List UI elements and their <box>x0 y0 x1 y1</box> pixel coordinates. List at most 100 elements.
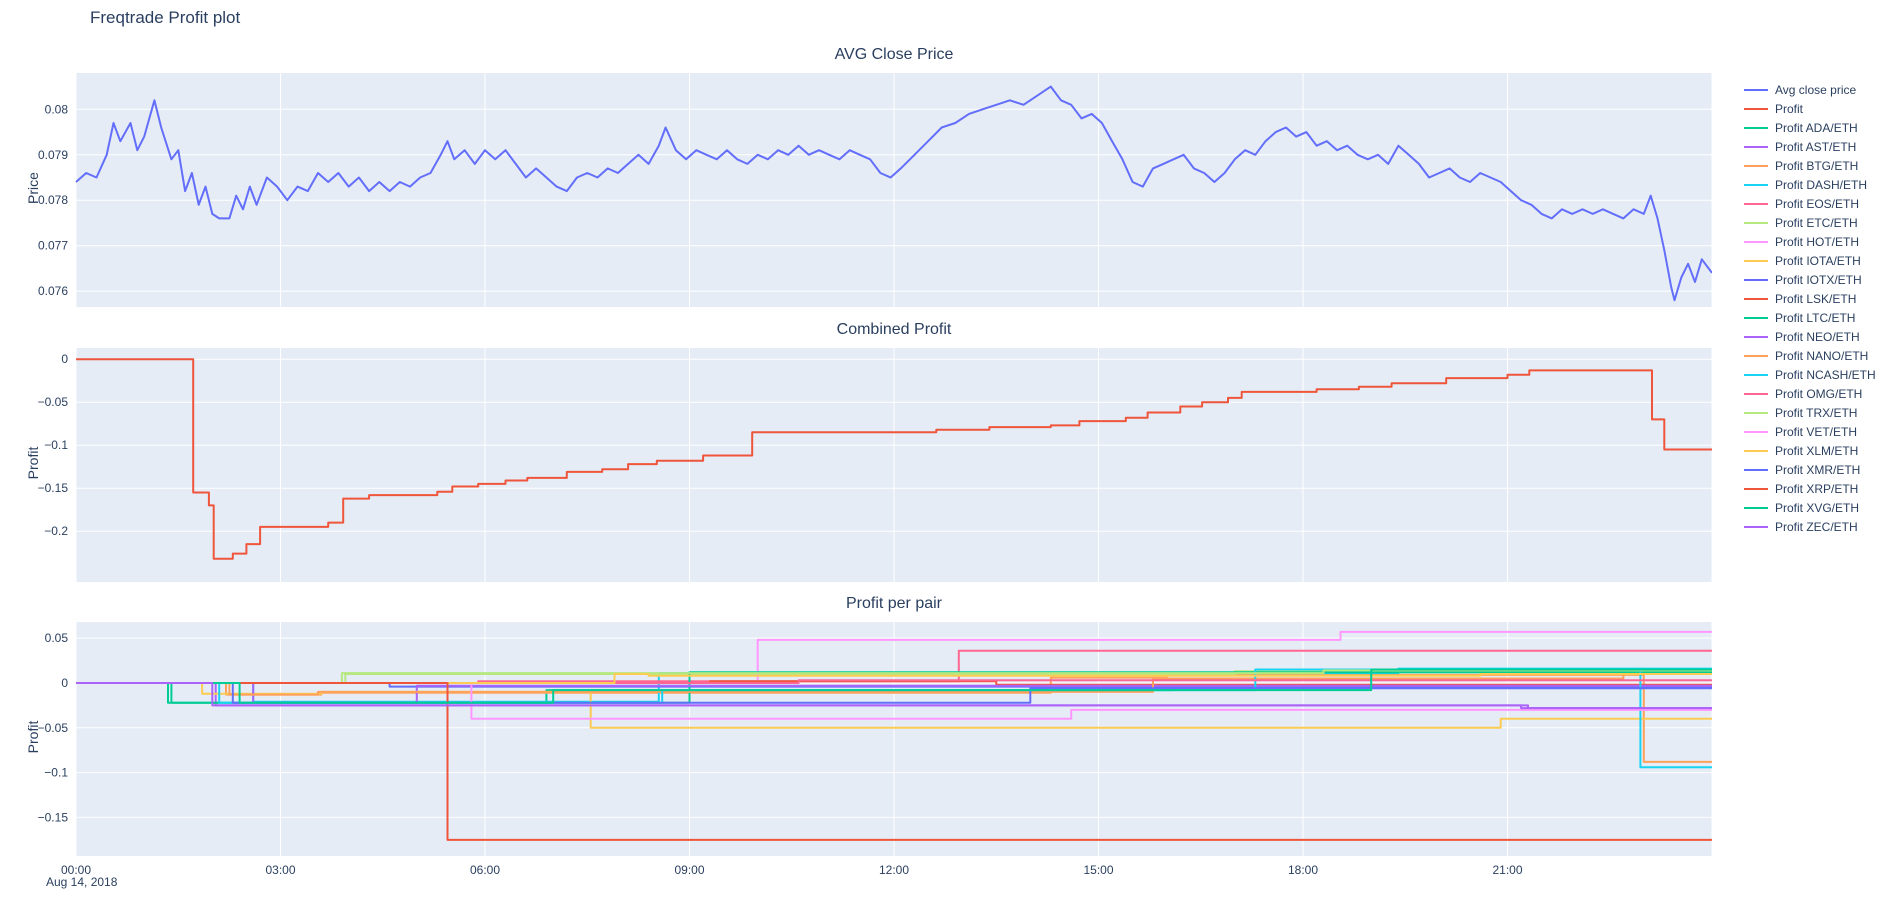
legend-item-label: Profit LSK/ETH <box>1775 291 1857 306</box>
series-profit-xlm-eth <box>76 673 1712 684</box>
legend-swatch-line <box>1744 126 1768 129</box>
legend-swatch-line <box>1744 240 1768 243</box>
x-tick-label: 15:00 <box>1083 863 1113 877</box>
legend-item[interactable]: Profit XMR/ETH <box>1744 460 1876 479</box>
legend-item-label: Profit XMR/ETH <box>1775 462 1861 477</box>
legend-swatch-line <box>1744 411 1768 414</box>
legend-item[interactable]: Profit <box>1744 99 1876 118</box>
legend-item-label: Profit IOTA/ETH <box>1775 253 1861 268</box>
legend-item[interactable]: Profit NEO/ETH <box>1744 327 1876 346</box>
legend-item[interactable]: Profit XVG/ETH <box>1744 498 1876 517</box>
legend-item[interactable]: Profit NANO/ETH <box>1744 346 1876 365</box>
legend-item[interactable]: Profit BTG/ETH <box>1744 156 1876 175</box>
legend: Avg close price Profit Profit ADA/ETH Profi… <box>1744 80 1876 536</box>
legend-item-label: Profit NEO/ETH <box>1775 329 1860 344</box>
legend-swatch-line <box>1744 354 1768 357</box>
legend-item[interactable]: Profit IOTA/ETH <box>1744 251 1876 270</box>
legend-swatch-line <box>1744 183 1768 186</box>
legend-item-label: Profit XVG/ETH <box>1775 500 1860 515</box>
plot-area-combined-profit[interactable]: 0 −0.05 −0.1 −0.15 −0.2 <box>0 348 1712 582</box>
subplot-title-profit-per-pair: Profit per pair <box>845 595 943 612</box>
plot-area-profit-per-pair[interactable]: 0.05 0 −0.05 −0.1 −0.15 00:00 03:00 06:00 09:00 1… <box>0 622 1712 892</box>
legend-item[interactable]: Profit DASH/ETH <box>1744 175 1876 194</box>
legend-item[interactable]: Avg close price <box>1744 80 1876 99</box>
y-tick-label: −0.05 <box>38 721 69 735</box>
series-profit-xrp-eth <box>76 682 1712 841</box>
series-profit-nano-eth <box>76 673 1712 696</box>
legend-swatch-line <box>1744 145 1768 148</box>
legend-item[interactable]: Profit HOT/ETH <box>1744 232 1876 251</box>
legend-item-label: Profit LTC/ETH <box>1775 310 1856 325</box>
legend-swatch-line <box>1744 316 1768 319</box>
legend-item[interactable]: Profit ADA/ETH <box>1744 118 1876 137</box>
legend-item-label: Profit ZEC/ETH <box>1775 519 1858 534</box>
legend-swatch-line <box>1744 487 1768 490</box>
legend-item-label: Profit XRP/ETH <box>1775 481 1859 496</box>
y-tick-label: 0.08 <box>45 102 69 116</box>
legend-swatch-line <box>1744 278 1768 281</box>
legend-item-label: Profit EOS/ETH <box>1775 196 1860 211</box>
legend-swatch-line <box>1744 88 1768 91</box>
x-tick-label: 09:00 <box>674 863 704 877</box>
legend-item[interactable]: Profit XLM/ETH <box>1744 441 1876 460</box>
legend-item[interactable]: Profit TRX/ETH <box>1744 403 1876 422</box>
legend-item[interactable]: Profit IOTX/ETH <box>1744 270 1876 289</box>
legend-item[interactable]: Profit VET/ETH <box>1744 422 1876 441</box>
legend-item-label: Profit <box>1775 101 1804 116</box>
legend-item-label: Avg close price <box>1775 82 1857 97</box>
legend-item[interactable]: Profit OMG/ETH <box>1744 384 1876 403</box>
x-axis-date-annotation: Aug 14, 2018 <box>46 875 118 889</box>
legend-item-label: Profit DASH/ETH <box>1775 177 1868 192</box>
legend-item[interactable]: Profit NCASH/ETH <box>1744 365 1876 384</box>
legend-item-label: Profit NANO/ETH <box>1775 348 1869 363</box>
legend-item-label: Profit OMG/ETH <box>1775 386 1863 401</box>
y-tick-label: −0.15 <box>38 481 69 495</box>
legend-swatch-line <box>1744 221 1768 224</box>
legend-item[interactable]: Profit LTC/ETH <box>1744 308 1876 327</box>
legend-item[interactable]: Profit ETC/ETH <box>1744 213 1876 232</box>
legend-item-label: Profit IOTX/ETH <box>1775 272 1862 287</box>
legend-item-label: Profit NCASH/ETH <box>1775 367 1876 382</box>
legend-item[interactable]: Profit EOS/ETH <box>1744 194 1876 213</box>
y-tick-label: −0.1 <box>44 438 68 452</box>
legend-swatch-line <box>1744 430 1768 433</box>
legend-swatch-line <box>1744 525 1768 528</box>
y-tick-label: 0.05 <box>45 631 69 645</box>
y-tick-label: −0.2 <box>44 524 68 538</box>
legend-swatch-line <box>1744 164 1768 167</box>
legend-item[interactable]: Profit LSK/ETH <box>1744 289 1876 308</box>
legend-item[interactable]: Profit ZEC/ETH <box>1744 517 1876 536</box>
x-tick-label: 18:00 <box>1288 863 1318 877</box>
gridlines <box>75 348 1712 582</box>
legend-item-label: Profit VET/ETH <box>1775 424 1858 439</box>
y-tick-label: 0.076 <box>38 284 68 298</box>
x-tick-label: 12:00 <box>879 863 909 877</box>
series-avg-close-price <box>75 85 1712 302</box>
y-tick-label: 0 <box>61 352 68 366</box>
x-tick-label: 00:00 <box>61 863 91 877</box>
y-tick-label: −0.05 <box>38 395 69 409</box>
legend-item-label: Profit HOT/ETH <box>1775 234 1860 249</box>
legend-swatch-line <box>1744 468 1768 471</box>
series-profit-xvg-eth <box>76 668 1712 704</box>
legend-item-label: Profit XLM/ETH <box>1775 443 1859 458</box>
legend-swatch-line <box>1744 449 1768 452</box>
legend-item[interactable]: Profit AST/ETH <box>1744 137 1876 156</box>
x-tick-label: 03:00 <box>265 863 295 877</box>
y-tick-label: 0.079 <box>38 148 68 162</box>
y-tick-label: −0.1 <box>44 766 68 780</box>
y-tick-label: −0.15 <box>38 810 69 824</box>
legend-swatch-line <box>1744 373 1768 376</box>
legend-swatch-line <box>1744 202 1768 205</box>
plot-area-avg-close-price[interactable]: 0.076 0.077 0.078 0.079 0.08 <box>0 73 1712 307</box>
legend-swatch-line <box>1744 335 1768 338</box>
legend-item[interactable]: Profit XRP/ETH <box>1744 479 1876 498</box>
legend-swatch-line <box>1744 297 1768 300</box>
legend-item-label: Profit AST/ETH <box>1775 139 1857 154</box>
figure-title: Freqtrade Profit plot <box>90 8 241 27</box>
subplot-title-avg-close-price: AVG Close Price <box>834 46 954 63</box>
x-tick-label: 21:00 <box>1492 863 1522 877</box>
subplot-title-combined-profit: Combined Profit <box>836 321 952 338</box>
gridlines <box>75 73 1712 307</box>
